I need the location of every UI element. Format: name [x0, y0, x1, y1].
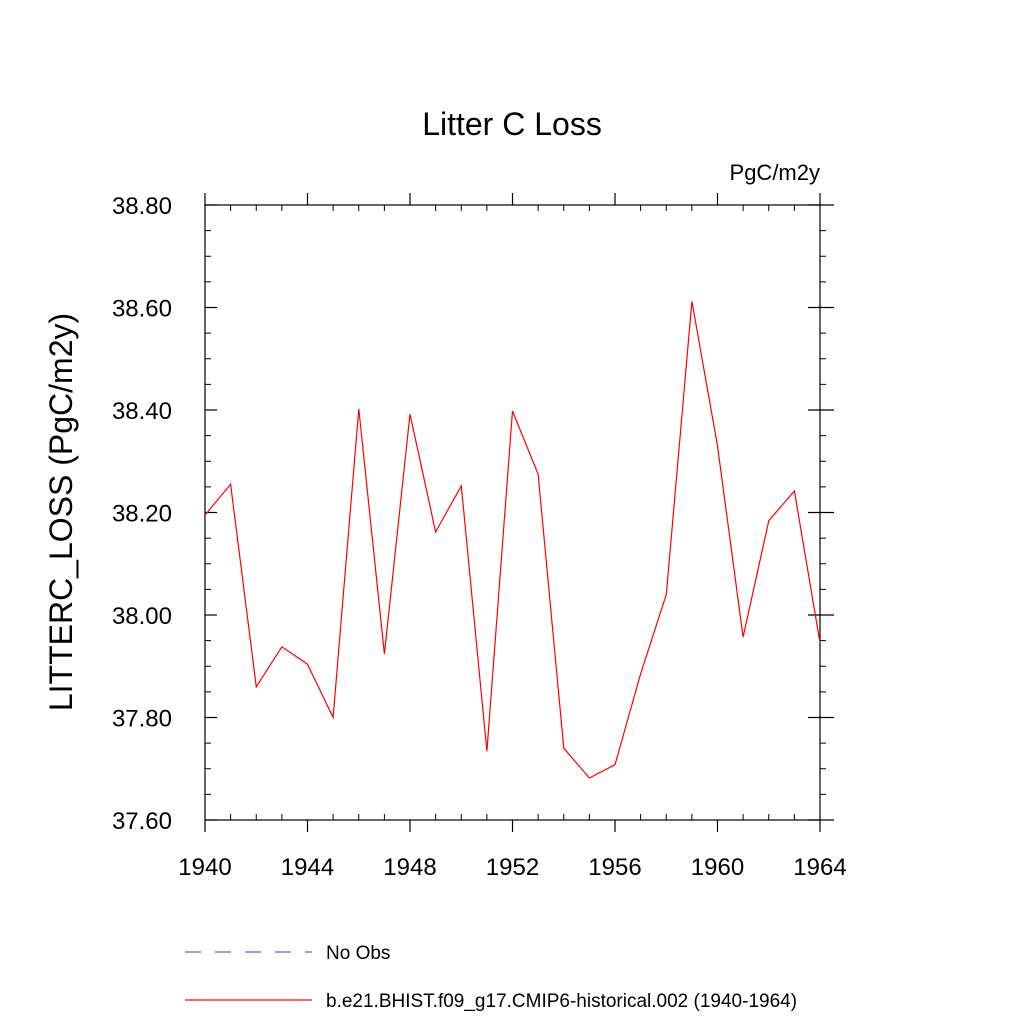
series-line: [204, 301, 821, 779]
x-tick-label: 1964: [793, 854, 846, 881]
legend: No Obs b.e21.BHIST.f09_g17.CMIP6-historic…: [185, 943, 797, 1012]
x-tick-label: 1956: [588, 854, 641, 881]
y-tick-label: 38.20: [112, 501, 172, 528]
y-axis-label: LITTERC_LOSS (PgC/m2y): [43, 313, 79, 711]
x-tick-label: 1948: [383, 854, 436, 881]
y-tick-label: 38.40: [112, 398, 172, 425]
chart-title: Litter C Loss: [422, 106, 602, 142]
y-tick-label: 37.60: [112, 808, 172, 835]
legend-label: b.e21.BHIST.f09_g17.CMIP6-historical.002…: [326, 991, 797, 1012]
y-tick-label: 38.60: [112, 296, 172, 323]
x-tick-label: 1940: [178, 854, 231, 881]
axes: 1940 1944 1948 1952 1956 1960 1964 37.60 37.80 38…: [112, 193, 847, 881]
units-label: PgC/m2y: [730, 160, 820, 185]
y-tick-label: 38.00: [112, 603, 172, 630]
series-lines: [204, 301, 821, 779]
y-tick-label: 38.80: [112, 193, 172, 220]
x-tick-label: 1952: [486, 854, 539, 881]
x-tick-label: 1944: [281, 854, 334, 881]
legend-label: No Obs: [326, 943, 390, 964]
y-tick-label: 37.80: [112, 706, 172, 733]
x-tick-label: 1960: [691, 854, 744, 881]
plot-frame: [204, 204, 821, 821]
